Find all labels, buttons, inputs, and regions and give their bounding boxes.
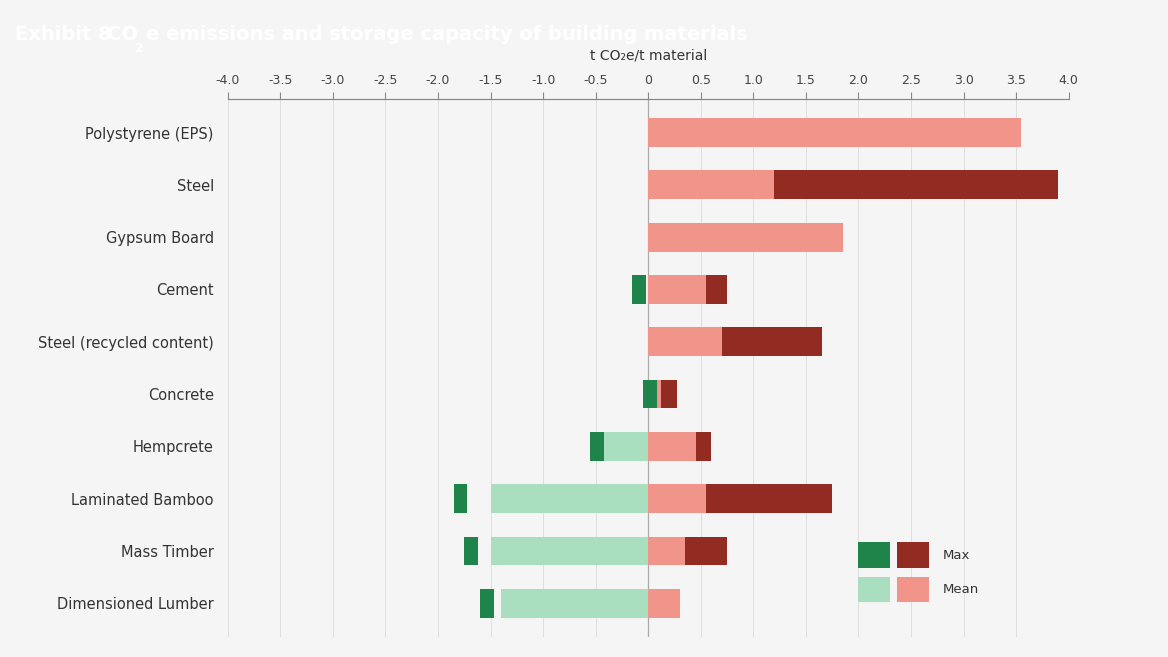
Text: 2: 2 bbox=[135, 42, 144, 55]
Bar bbox=[480, 589, 494, 618]
Bar bbox=[464, 537, 478, 566]
Bar bbox=[491, 537, 648, 566]
Bar bbox=[897, 577, 929, 602]
Bar bbox=[722, 327, 822, 356]
Bar bbox=[648, 223, 842, 252]
Bar bbox=[648, 275, 705, 304]
Text: CO: CO bbox=[107, 25, 139, 44]
Bar bbox=[858, 577, 890, 602]
Bar bbox=[695, 432, 711, 461]
Bar bbox=[897, 543, 929, 568]
Bar bbox=[648, 537, 684, 566]
Text: Exhibit 8: Exhibit 8 bbox=[15, 25, 112, 44]
Bar bbox=[774, 170, 1058, 199]
Bar bbox=[501, 589, 648, 618]
Bar bbox=[453, 484, 467, 513]
Bar bbox=[600, 432, 648, 461]
Bar bbox=[590, 432, 604, 461]
Text: e emissions and storage capacity of building materials: e emissions and storage capacity of buil… bbox=[146, 25, 748, 44]
Bar bbox=[491, 484, 648, 513]
Bar bbox=[642, 380, 656, 409]
Bar bbox=[684, 537, 726, 566]
Text: Mean: Mean bbox=[943, 583, 979, 596]
Bar bbox=[648, 589, 680, 618]
Bar bbox=[648, 327, 722, 356]
Text: Max: Max bbox=[943, 549, 969, 562]
Bar bbox=[858, 543, 890, 568]
Bar bbox=[705, 484, 832, 513]
Bar bbox=[661, 380, 676, 409]
Bar bbox=[648, 380, 661, 409]
X-axis label: t CO₂e/t material: t CO₂e/t material bbox=[590, 49, 707, 63]
Bar bbox=[648, 432, 695, 461]
Bar bbox=[648, 484, 705, 513]
Bar bbox=[705, 275, 726, 304]
Bar bbox=[648, 170, 774, 199]
Bar bbox=[633, 275, 646, 304]
Bar bbox=[648, 118, 1021, 147]
